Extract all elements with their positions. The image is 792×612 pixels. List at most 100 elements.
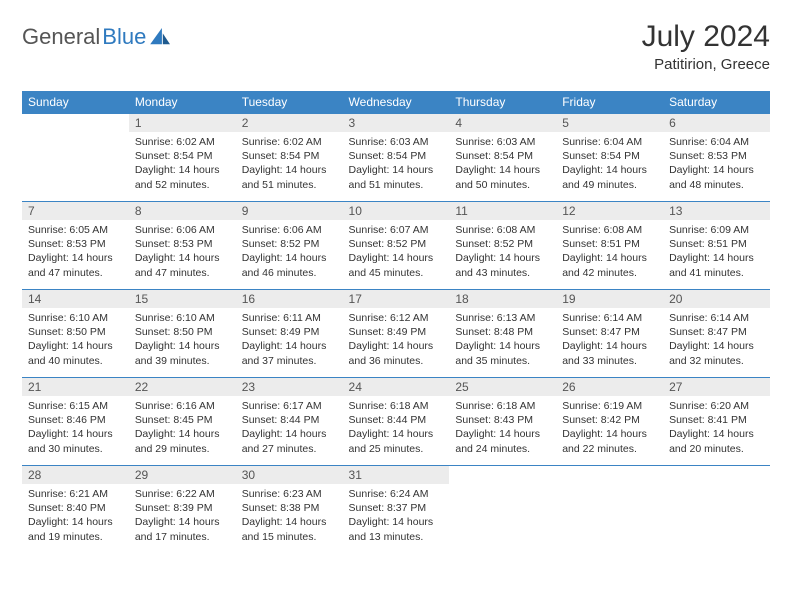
daylight-text-2: and 32 minutes. [669, 354, 764, 368]
daylight-text-2: and 51 minutes. [349, 178, 444, 192]
sunrise-text: Sunrise: 6:09 AM [669, 223, 764, 237]
day-number: 8 [129, 202, 236, 220]
day-number: 14 [22, 290, 129, 308]
sunrise-text: Sunrise: 6:11 AM [242, 311, 337, 325]
daylight-text-2: and 15 minutes. [242, 530, 337, 544]
sunset-text: Sunset: 8:39 PM [135, 501, 230, 515]
sunrise-text: Sunrise: 6:21 AM [28, 487, 123, 501]
day-details: Sunrise: 6:14 AMSunset: 8:47 PMDaylight:… [556, 308, 663, 374]
calendar-day-cell: 16Sunrise: 6:11 AMSunset: 8:49 PMDayligh… [236, 290, 343, 378]
daylight-text-1: Daylight: 14 hours [562, 163, 657, 177]
sunrise-text: Sunrise: 6:16 AM [135, 399, 230, 413]
daylight-text-2: and 45 minutes. [349, 266, 444, 280]
day-details: Sunrise: 6:20 AMSunset: 8:41 PMDaylight:… [663, 396, 770, 462]
calendar-day-cell: 19Sunrise: 6:14 AMSunset: 8:47 PMDayligh… [556, 290, 663, 378]
daylight-text-1: Daylight: 14 hours [28, 515, 123, 529]
sunrise-text: Sunrise: 6:22 AM [135, 487, 230, 501]
day-details: Sunrise: 6:03 AMSunset: 8:54 PMDaylight:… [449, 132, 556, 198]
calendar-week-row: 21Sunrise: 6:15 AMSunset: 8:46 PMDayligh… [22, 378, 770, 466]
sunrise-text: Sunrise: 6:08 AM [562, 223, 657, 237]
day-number: 29 [129, 466, 236, 484]
sunrise-text: Sunrise: 6:23 AM [242, 487, 337, 501]
day-details: Sunrise: 6:06 AMSunset: 8:53 PMDaylight:… [129, 220, 236, 286]
day-number: 13 [663, 202, 770, 220]
sunset-text: Sunset: 8:37 PM [349, 501, 444, 515]
day-number: 23 [236, 378, 343, 396]
day-number: 4 [449, 114, 556, 132]
page-header: GeneralBlue July 2024 Patitirion, Greece [22, 20, 770, 73]
day-details: Sunrise: 6:08 AMSunset: 8:52 PMDaylight:… [449, 220, 556, 286]
sunset-text: Sunset: 8:38 PM [242, 501, 337, 515]
day-number: 1 [129, 114, 236, 132]
daylight-text-2: and 24 minutes. [455, 442, 550, 456]
sunset-text: Sunset: 8:47 PM [562, 325, 657, 339]
calendar-day-cell: 7Sunrise: 6:05 AMSunset: 8:53 PMDaylight… [22, 202, 129, 290]
weekday-header: Tuesday [236, 91, 343, 114]
calendar-week-row: 14Sunrise: 6:10 AMSunset: 8:50 PMDayligh… [22, 290, 770, 378]
day-number: 19 [556, 290, 663, 308]
logo: GeneralBlue [22, 20, 172, 50]
sunrise-text: Sunrise: 6:03 AM [455, 135, 550, 149]
sunset-text: Sunset: 8:54 PM [455, 149, 550, 163]
daylight-text-1: Daylight: 14 hours [135, 339, 230, 353]
sunrise-text: Sunrise: 6:18 AM [455, 399, 550, 413]
daylight-text-1: Daylight: 14 hours [135, 515, 230, 529]
day-details: Sunrise: 6:12 AMSunset: 8:49 PMDaylight:… [343, 308, 450, 374]
daylight-text-1: Daylight: 14 hours [562, 427, 657, 441]
sunset-text: Sunset: 8:44 PM [349, 413, 444, 427]
calendar-day-cell [556, 466, 663, 554]
calendar-day-cell: 1Sunrise: 6:02 AMSunset: 8:54 PMDaylight… [129, 114, 236, 202]
daylight-text-1: Daylight: 14 hours [349, 427, 444, 441]
day-details: Sunrise: 6:14 AMSunset: 8:47 PMDaylight:… [663, 308, 770, 374]
weekday-header: Saturday [663, 91, 770, 114]
daylight-text-1: Daylight: 14 hours [242, 251, 337, 265]
sunrise-text: Sunrise: 6:02 AM [242, 135, 337, 149]
daylight-text-1: Daylight: 14 hours [455, 339, 550, 353]
sunset-text: Sunset: 8:52 PM [242, 237, 337, 251]
day-number: 11 [449, 202, 556, 220]
daylight-text-2: and 47 minutes. [135, 266, 230, 280]
sunrise-text: Sunrise: 6:03 AM [349, 135, 444, 149]
day-details: Sunrise: 6:03 AMSunset: 8:54 PMDaylight:… [343, 132, 450, 198]
calendar-week-row: 1Sunrise: 6:02 AMSunset: 8:54 PMDaylight… [22, 114, 770, 202]
day-details: Sunrise: 6:04 AMSunset: 8:53 PMDaylight:… [663, 132, 770, 198]
sunset-text: Sunset: 8:53 PM [669, 149, 764, 163]
sunrise-text: Sunrise: 6:13 AM [455, 311, 550, 325]
daylight-text-1: Daylight: 14 hours [349, 251, 444, 265]
daylight-text-2: and 43 minutes. [455, 266, 550, 280]
daylight-text-1: Daylight: 14 hours [669, 251, 764, 265]
day-number: 22 [129, 378, 236, 396]
calendar-day-cell [449, 466, 556, 554]
daylight-text-1: Daylight: 14 hours [135, 427, 230, 441]
calendar-day-cell: 3Sunrise: 6:03 AMSunset: 8:54 PMDaylight… [343, 114, 450, 202]
sunset-text: Sunset: 8:54 PM [562, 149, 657, 163]
daylight-text-2: and 39 minutes. [135, 354, 230, 368]
daylight-text-1: Daylight: 14 hours [349, 515, 444, 529]
daylight-text-2: and 27 minutes. [242, 442, 337, 456]
day-details: Sunrise: 6:04 AMSunset: 8:54 PMDaylight:… [556, 132, 663, 198]
day-number: 30 [236, 466, 343, 484]
day-number: 31 [343, 466, 450, 484]
day-number: 2 [236, 114, 343, 132]
daylight-text-2: and 52 minutes. [135, 178, 230, 192]
sunset-text: Sunset: 8:42 PM [562, 413, 657, 427]
day-details: Sunrise: 6:10 AMSunset: 8:50 PMDaylight:… [22, 308, 129, 374]
day-details: Sunrise: 6:08 AMSunset: 8:51 PMDaylight:… [556, 220, 663, 286]
weekday-header: Friday [556, 91, 663, 114]
daylight-text-1: Daylight: 14 hours [455, 163, 550, 177]
sunset-text: Sunset: 8:52 PM [349, 237, 444, 251]
calendar-week-row: 28Sunrise: 6:21 AMSunset: 8:40 PMDayligh… [22, 466, 770, 554]
day-details: Sunrise: 6:02 AMSunset: 8:54 PMDaylight:… [129, 132, 236, 198]
daylight-text-1: Daylight: 14 hours [562, 251, 657, 265]
daylight-text-1: Daylight: 14 hours [28, 427, 123, 441]
daylight-text-2: and 19 minutes. [28, 530, 123, 544]
sunrise-text: Sunrise: 6:10 AM [28, 311, 123, 325]
calendar-header-row: SundayMondayTuesdayWednesdayThursdayFrid… [22, 91, 770, 114]
daylight-text-2: and 17 minutes. [135, 530, 230, 544]
sunset-text: Sunset: 8:48 PM [455, 325, 550, 339]
calendar-day-cell: 6Sunrise: 6:04 AMSunset: 8:53 PMDaylight… [663, 114, 770, 202]
daylight-text-1: Daylight: 14 hours [242, 427, 337, 441]
calendar-day-cell: 8Sunrise: 6:06 AMSunset: 8:53 PMDaylight… [129, 202, 236, 290]
sunset-text: Sunset: 8:49 PM [349, 325, 444, 339]
logo-sail-icon [150, 28, 172, 46]
